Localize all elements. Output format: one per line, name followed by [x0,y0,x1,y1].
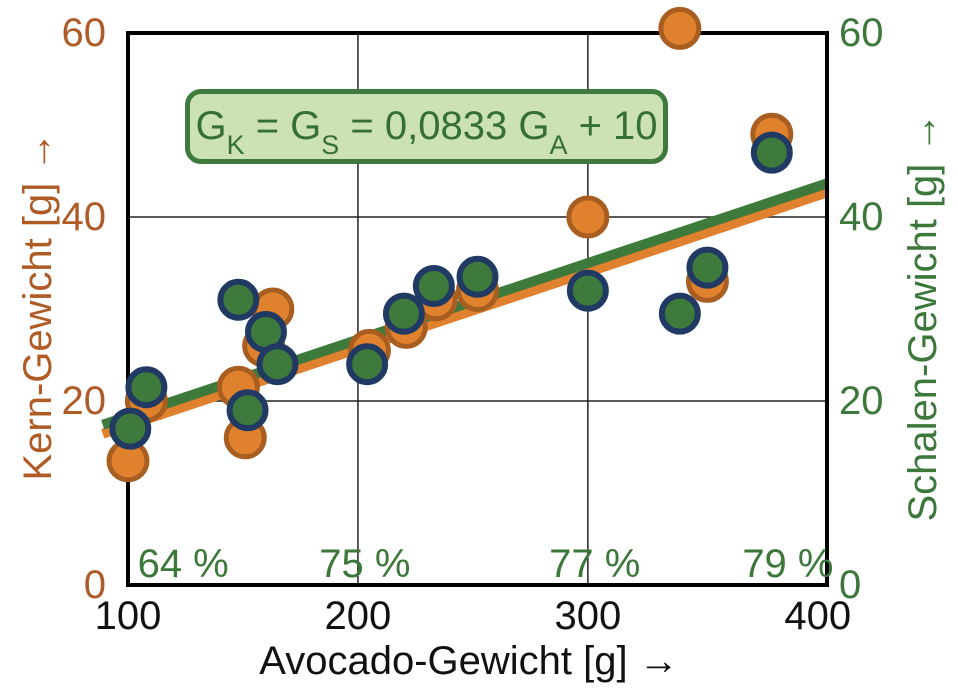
y-right-tick-0: 0 [839,563,862,607]
schale-point [109,407,152,450]
y-right-tick-40: 40 [839,195,884,239]
schale-point [125,366,168,409]
schale-point [346,343,389,386]
y-right-tick-20: 20 [839,379,884,423]
y-axis-label-kern: Kern-Gewicht [g] → [16,131,60,481]
x-tick-300: 300 [554,594,622,638]
percent-label-77: 77 % [549,542,641,586]
schale-point [686,246,729,289]
kern-point [566,195,610,239]
schale-point [658,292,701,335]
schale-point [566,269,609,312]
plot-frame [126,31,829,587]
y-left-tick-60: 60 [61,11,107,55]
y-axis-label-schalen: Schalen-Gewicht [g] → [901,112,945,522]
formula-text: GK = GS = 0,0833 GA + 10 [195,104,658,160]
x-tick-100: 100 [94,594,162,638]
y-left-tick-0: 0 [83,563,106,607]
x-axis-label: Avocado-Gewicht [g] → [259,639,679,683]
schale-point [456,255,499,298]
y-right-tick-60: 60 [839,11,884,55]
schale-point [750,131,793,174]
schale-point [412,265,455,307]
schale-point [217,278,260,321]
y-left-tick-20: 20 [61,379,107,423]
schale-point [256,343,299,386]
percent-label-75: 75 % [319,542,411,586]
kern-point [658,6,702,50]
trendline-kern [101,187,829,439]
x-tick-200: 200 [324,594,392,638]
y-left-tick-40: 40 [61,195,107,239]
formula-box: GK = GS = 0,0833 GA + 10 [185,89,668,164]
schale-point [226,389,269,432]
schale-point [382,292,425,335]
percent-label-79: 79 % [742,542,834,586]
x-tick-400: 400 [784,594,852,638]
percent-label-64: 64 % [137,542,229,586]
